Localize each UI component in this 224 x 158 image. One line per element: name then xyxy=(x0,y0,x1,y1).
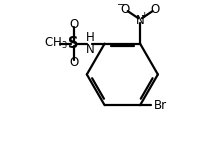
Text: O: O xyxy=(121,3,130,16)
Text: O: O xyxy=(150,3,159,16)
Text: N: N xyxy=(136,13,144,27)
Text: −: − xyxy=(117,0,125,10)
Text: Br: Br xyxy=(154,99,167,112)
Text: CH$_3$: CH$_3$ xyxy=(44,36,68,51)
Text: O: O xyxy=(69,18,78,31)
Text: O: O xyxy=(69,56,78,69)
Text: +: + xyxy=(140,11,148,20)
Text: S: S xyxy=(68,36,79,51)
Text: H
N: H N xyxy=(85,31,94,56)
